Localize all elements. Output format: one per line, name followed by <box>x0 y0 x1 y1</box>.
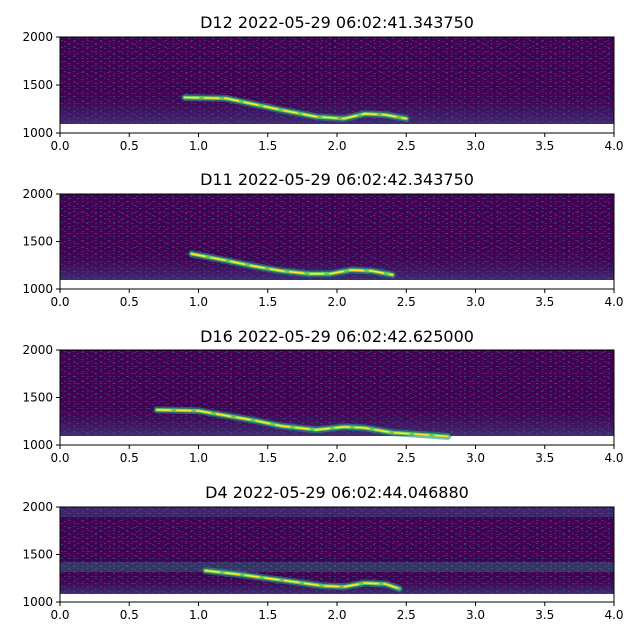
x-tick-label: 3.0 <box>466 608 485 622</box>
x-tick-label: 3.0 <box>466 451 485 465</box>
x-tick-label: 0.5 <box>120 295 139 309</box>
x-tick-label: 0.0 <box>50 139 69 153</box>
y-tick-label: 1500 <box>22 78 53 92</box>
x-axis: 0.0 0.5 1.0 1.5 2.0 2.5 3.0 3.5 4.0 <box>50 445 624 465</box>
y-axis: 1000 1500 2000 <box>22 343 60 452</box>
call-trace-group <box>181 94 410 123</box>
panel-title: D16 2022-05-29 06:02:42.625000 <box>200 327 474 346</box>
x-tick-label: 1.0 <box>189 608 208 622</box>
cutoff-band <box>60 280 614 289</box>
y-axis: 1000 1500 2000 <box>22 30 60 140</box>
panel-title: D11 2022-05-29 06:02:42.343750 <box>200 170 474 189</box>
y-tick-label: 1000 <box>22 126 53 140</box>
noise-band <box>60 562 614 572</box>
panel-2: D11 2022-05-29 06:02:42.343750 0.0 0.5 1.0… <box>22 170 623 309</box>
x-tick-label: 0.5 <box>120 139 139 153</box>
x-tick-label: 3.0 <box>466 139 485 153</box>
x-tick-label: 2.5 <box>397 139 416 153</box>
cutoff-band <box>60 436 614 445</box>
y-axis: 1000 1500 2000 <box>22 500 60 609</box>
x-tick-label: 2.0 <box>327 608 346 622</box>
x-tick-label: 3.0 <box>466 295 485 309</box>
y-tick-label: 1500 <box>22 391 53 405</box>
y-tick-label: 2000 <box>22 343 53 357</box>
call-trace-peak <box>204 569 401 590</box>
y-tick-label: 1000 <box>22 595 53 609</box>
x-tick-label: 1.5 <box>258 451 277 465</box>
noise-band <box>60 507 614 517</box>
x-tick-label: 1.0 <box>189 451 208 465</box>
panel-title: D12 2022-05-29 06:02:41.343750 <box>200 13 474 32</box>
x-tick-label: 3.5 <box>535 295 554 309</box>
call-trace-peak <box>156 409 449 438</box>
call-trace-group <box>153 406 452 440</box>
x-tick-label: 0.5 <box>120 451 139 465</box>
y-tick-label: 1500 <box>22 235 53 249</box>
panel-title: D4 2022-05-29 06:02:44.046880 <box>205 483 469 502</box>
y-tick-label: 2000 <box>22 187 53 201</box>
x-tick-label: 2.5 <box>397 295 416 309</box>
y-tick-label: 1000 <box>22 282 53 296</box>
x-tick-label: 4.0 <box>604 295 623 309</box>
x-axis: 0.0 0.5 1.0 1.5 2.0 2.5 3.0 3.5 4.0 <box>50 289 624 309</box>
panel-3: D16 2022-05-29 06:02:42.625000 0.0 0.5 1.0… <box>22 327 623 465</box>
x-tick-label: 4.0 <box>604 608 623 622</box>
y-tick-label: 1000 <box>22 438 53 452</box>
x-tick-label: 3.5 <box>535 451 554 465</box>
x-tick-label: 3.5 <box>535 608 554 622</box>
x-tick-label: 3.5 <box>535 139 554 153</box>
x-tick-label: 1.5 <box>258 608 277 622</box>
x-tick-label: 4.0 <box>604 451 623 465</box>
y-tick-label: 1500 <box>22 548 53 562</box>
x-tick-label: 1.5 <box>258 139 277 153</box>
x-tick-label: 1.0 <box>189 139 208 153</box>
call-trace-peak <box>183 96 408 120</box>
x-tick-label: 1.0 <box>189 295 208 309</box>
call-trace-group <box>188 250 396 279</box>
cutoff-band <box>60 594 614 602</box>
x-tick-label: 2.5 <box>397 608 416 622</box>
y-axis: 1000 1500 2000 <box>22 187 60 296</box>
y-tick-label: 2000 <box>22 30 53 44</box>
x-tick-label: 0.0 <box>50 608 69 622</box>
x-axis: 0.0 0.5 1.0 1.5 2.0 2.5 3.0 3.5 4.0 <box>50 602 624 622</box>
x-tick-label: 0.5 <box>120 608 139 622</box>
call-trace-group <box>201 567 403 593</box>
x-tick-label: 0.0 <box>50 295 69 309</box>
x-tick-label: 2.0 <box>327 139 346 153</box>
y-tick-label: 2000 <box>22 500 53 514</box>
x-tick-label: 2.0 <box>327 295 346 309</box>
cutoff-band <box>60 124 614 133</box>
x-axis: 0.0 0.5 1.0 1.5 2.0 2.5 3.0 3.5 4.0 <box>50 133 624 153</box>
panel-4: D4 2022-05-29 06:02:44.046880 0.0 0.5 1.0 1… <box>22 483 623 622</box>
panel-1: D12 2022-05-29 06:02:41.343750 0.0 0.5 1.0… <box>22 13 623 153</box>
x-tick-label: 2.0 <box>327 451 346 465</box>
x-tick-label: 0.0 <box>50 451 69 465</box>
x-tick-label: 2.5 <box>397 451 416 465</box>
x-tick-label: 1.5 <box>258 295 277 309</box>
call-trace-peak <box>190 253 394 276</box>
x-tick-label: 4.0 <box>604 139 623 153</box>
